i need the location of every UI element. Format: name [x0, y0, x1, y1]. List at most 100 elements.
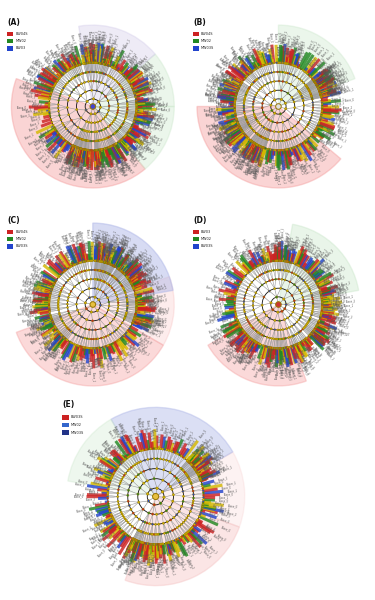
Text: Taxon_0: Taxon_0 — [52, 61, 62, 71]
Circle shape — [302, 142, 304, 144]
Text: Taxon_0: Taxon_0 — [178, 429, 186, 440]
Text: Taxon_1: Taxon_1 — [68, 49, 75, 59]
Text: Taxon_0: Taxon_0 — [241, 238, 249, 248]
Circle shape — [115, 68, 117, 70]
Circle shape — [95, 278, 97, 280]
Text: Taxon_1: Taxon_1 — [246, 148, 255, 159]
Circle shape — [137, 540, 139, 542]
Circle shape — [273, 269, 274, 271]
Circle shape — [266, 94, 268, 96]
Circle shape — [310, 94, 312, 95]
Circle shape — [275, 278, 277, 280]
Circle shape — [117, 268, 119, 269]
Circle shape — [64, 85, 66, 87]
Circle shape — [136, 305, 138, 307]
Text: Taxon_0: Taxon_0 — [214, 301, 224, 305]
Text: Taxon_0: Taxon_0 — [153, 416, 157, 426]
Circle shape — [180, 523, 183, 525]
Text: Taxon_2: Taxon_2 — [239, 350, 248, 361]
Circle shape — [319, 317, 321, 319]
Circle shape — [309, 91, 310, 92]
Text: Taxon_1: Taxon_1 — [29, 272, 40, 280]
Text: Taxon_0: Taxon_0 — [226, 145, 236, 154]
Circle shape — [235, 293, 237, 295]
Text: Taxon_0: Taxon_0 — [108, 50, 115, 61]
Circle shape — [115, 278, 117, 280]
Circle shape — [100, 72, 102, 74]
Circle shape — [290, 148, 291, 149]
Circle shape — [277, 329, 279, 331]
Circle shape — [259, 135, 261, 137]
Circle shape — [266, 346, 268, 348]
Circle shape — [135, 313, 136, 315]
Circle shape — [246, 317, 248, 319]
Circle shape — [277, 347, 278, 349]
Circle shape — [128, 328, 130, 329]
Text: Taxon_2: Taxon_2 — [219, 104, 229, 108]
Text: Taxon_0: Taxon_0 — [67, 231, 74, 242]
Text: Taxon_2: Taxon_2 — [98, 170, 103, 181]
Circle shape — [107, 335, 109, 337]
Circle shape — [125, 520, 128, 521]
Text: Taxon_0: Taxon_0 — [335, 304, 345, 308]
Circle shape — [123, 319, 125, 320]
Circle shape — [316, 86, 318, 88]
Text: Taxon_2: Taxon_2 — [274, 234, 278, 244]
Circle shape — [162, 458, 165, 460]
Wedge shape — [93, 54, 174, 107]
Text: Taxon_0: Taxon_0 — [325, 127, 336, 134]
Circle shape — [300, 68, 302, 70]
Text: Taxon_1: Taxon_1 — [74, 155, 81, 166]
Text: Taxon_1: Taxon_1 — [325, 79, 336, 86]
Circle shape — [247, 137, 249, 139]
Text: Taxon_0: Taxon_0 — [211, 75, 222, 83]
Text: Taxon_2: Taxon_2 — [323, 67, 334, 76]
Circle shape — [306, 337, 308, 339]
Circle shape — [195, 470, 197, 472]
Circle shape — [81, 261, 83, 263]
Text: Taxon_0: Taxon_0 — [134, 255, 144, 265]
Circle shape — [150, 458, 152, 460]
Circle shape — [87, 140, 88, 142]
Circle shape — [133, 91, 135, 93]
Circle shape — [125, 314, 127, 316]
Text: Taxon_1: Taxon_1 — [330, 282, 340, 289]
Circle shape — [135, 95, 136, 97]
Text: Taxon_1: Taxon_1 — [96, 173, 101, 183]
Circle shape — [272, 347, 273, 349]
Circle shape — [269, 317, 271, 319]
Text: Taxon_0: Taxon_0 — [212, 311, 222, 316]
Text: Taxon_2: Taxon_2 — [339, 287, 350, 293]
Circle shape — [121, 513, 123, 515]
Text: Taxon_2: Taxon_2 — [231, 146, 241, 156]
Text: Taxon_0: Taxon_0 — [87, 37, 92, 47]
Circle shape — [317, 285, 319, 287]
Text: Taxon_0: Taxon_0 — [326, 344, 336, 353]
Circle shape — [51, 289, 52, 291]
Text: Taxon_2: Taxon_2 — [261, 361, 267, 372]
Text: Taxon_1: Taxon_1 — [29, 121, 40, 128]
Text: Taxon_1: Taxon_1 — [128, 151, 138, 161]
Circle shape — [69, 341, 71, 343]
Text: Taxon_2: Taxon_2 — [210, 471, 221, 478]
Text: Taxon_1: Taxon_1 — [326, 325, 337, 332]
Circle shape — [196, 472, 198, 474]
Text: Taxon_1: Taxon_1 — [277, 46, 281, 56]
Circle shape — [240, 129, 242, 131]
Circle shape — [262, 272, 264, 274]
Circle shape — [239, 126, 241, 128]
Text: Taxon_1: Taxon_1 — [338, 310, 348, 314]
Text: Taxon_2: Taxon_2 — [345, 299, 355, 304]
Circle shape — [202, 492, 204, 494]
Wedge shape — [79, 25, 155, 107]
Circle shape — [320, 313, 322, 314]
Text: Taxon_0: Taxon_0 — [210, 73, 220, 80]
Text: Taxon_2: Taxon_2 — [216, 89, 227, 95]
Wedge shape — [93, 107, 174, 169]
Circle shape — [122, 531, 124, 533]
Text: Taxon_0: Taxon_0 — [110, 38, 117, 49]
Text: Taxon_0: Taxon_0 — [212, 453, 222, 461]
Circle shape — [264, 137, 266, 139]
Circle shape — [64, 337, 66, 340]
Circle shape — [186, 460, 188, 461]
